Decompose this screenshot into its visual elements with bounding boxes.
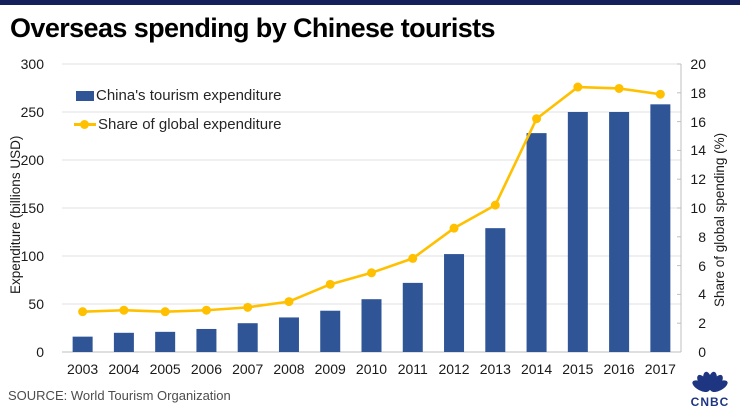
right-axis-tick-label: 4 bbox=[698, 286, 706, 303]
bar-2005 bbox=[155, 331, 176, 352]
bar-2010 bbox=[361, 299, 382, 352]
cnbc-wordmark: CNBC bbox=[690, 395, 730, 409]
legend-label: China's tourism expenditure bbox=[96, 87, 282, 104]
bar-2006 bbox=[196, 328, 217, 352]
right-axis-tick-label: 20 bbox=[690, 56, 706, 72]
left-axis-tick-label: 50 bbox=[28, 296, 44, 312]
line-marker-2016 bbox=[614, 83, 624, 93]
bar-2008 bbox=[278, 317, 299, 352]
peacock-feather bbox=[710, 380, 728, 393]
legend-bar-swatch-icon bbox=[76, 90, 94, 101]
x-axis-label-2013: 2013 bbox=[479, 361, 511, 377]
bar-2007 bbox=[237, 323, 258, 352]
right-axis-tick-label: 12 bbox=[690, 171, 706, 188]
bar-2009 bbox=[320, 310, 341, 352]
line-marker-2015 bbox=[573, 82, 583, 92]
right-axis-tick-label: 10 bbox=[690, 200, 706, 216]
right-axis-tick-label: 14 bbox=[690, 142, 706, 159]
x-axis-label-2012: 2012 bbox=[438, 361, 470, 377]
line-marker-2004 bbox=[119, 305, 129, 315]
right-axis-tick-label: 18 bbox=[690, 84, 706, 101]
source-text: SOURCE: World Tourism Organization bbox=[8, 388, 231, 403]
x-axis-label-2017: 2017 bbox=[644, 361, 676, 377]
line-marker-2005 bbox=[160, 307, 170, 317]
line-marker-2003 bbox=[78, 307, 88, 317]
line-marker-2012 bbox=[449, 223, 459, 233]
bar-2011 bbox=[402, 282, 423, 352]
x-axis-label-2014: 2014 bbox=[520, 361, 553, 377]
right-axis-tick-label: 16 bbox=[690, 113, 706, 130]
line-marker-2006 bbox=[201, 305, 211, 315]
left-axis-tick-label: 0 bbox=[36, 344, 44, 360]
line-marker-2010 bbox=[367, 268, 376, 278]
left-axis-tick-label: 200 bbox=[20, 152, 44, 168]
left-axis-tick-label: 150 bbox=[20, 200, 44, 216]
chart-title: Overseas spending by Chinese tourists bbox=[10, 13, 496, 43]
bar-2013 bbox=[485, 228, 506, 352]
line-marker-2009 bbox=[325, 279, 335, 289]
x-axis-label-2004: 2004 bbox=[108, 361, 140, 377]
legend-item-expenditure: China's tourism expenditure bbox=[76, 87, 281, 104]
bar-2012 bbox=[444, 254, 465, 352]
left-axis-title: Expenditure (billions USD) bbox=[8, 135, 23, 295]
bar-2015 bbox=[567, 112, 588, 352]
right-axis-tick-label: 2 bbox=[698, 315, 706, 332]
x-axis-label-2005: 2005 bbox=[149, 361, 181, 377]
line-marker-2011 bbox=[408, 253, 418, 263]
peacock-icon bbox=[692, 371, 728, 393]
right-axis-title: Share of global spending (%) bbox=[712, 132, 727, 308]
x-axis-label-2011: 2011 bbox=[397, 361, 428, 377]
x-axis-label-2016: 2016 bbox=[603, 361, 635, 377]
x-axis-label-2007: 2007 bbox=[232, 361, 264, 377]
top-accent-bar bbox=[0, 0, 740, 5]
right-axis-tick-label: 0 bbox=[698, 344, 706, 360]
cnbc-logo: CNBC bbox=[682, 362, 738, 409]
line-marker-2014 bbox=[532, 114, 542, 124]
bar-2016 bbox=[609, 112, 630, 352]
legend-label: Share of global expenditure bbox=[98, 116, 282, 133]
bar-2014 bbox=[526, 133, 547, 352]
x-axis-label-2006: 2006 bbox=[190, 361, 222, 377]
legend-line-swatch-icon bbox=[74, 120, 96, 129]
x-axis-label-2008: 2008 bbox=[273, 361, 305, 377]
x-axis-label-2003: 2003 bbox=[67, 361, 99, 377]
left-axis-tick-label: 100 bbox=[20, 248, 44, 264]
right-axis-tick-label: 8 bbox=[698, 228, 706, 245]
left-axis-tick-label: 250 bbox=[20, 104, 44, 120]
right-axis-tick-label: 6 bbox=[698, 257, 706, 274]
x-axis-label-2015: 2015 bbox=[562, 361, 594, 377]
legend-item-share: Share of global expenditure bbox=[74, 116, 281, 133]
line-marker-2007 bbox=[243, 302, 253, 312]
line-marker-2013 bbox=[490, 200, 500, 210]
bar-2003 bbox=[72, 336, 93, 352]
bar-2004 bbox=[113, 332, 134, 352]
line-marker-2017 bbox=[655, 89, 665, 99]
bar-2017 bbox=[650, 104, 671, 352]
line-marker-2008 bbox=[284, 297, 294, 307]
legend-line-marker-icon bbox=[80, 120, 89, 129]
x-axis-label-2009: 2009 bbox=[314, 361, 346, 377]
x-axis-label-2010: 2010 bbox=[355, 361, 388, 377]
left-axis-tick-label: 300 bbox=[20, 56, 44, 72]
